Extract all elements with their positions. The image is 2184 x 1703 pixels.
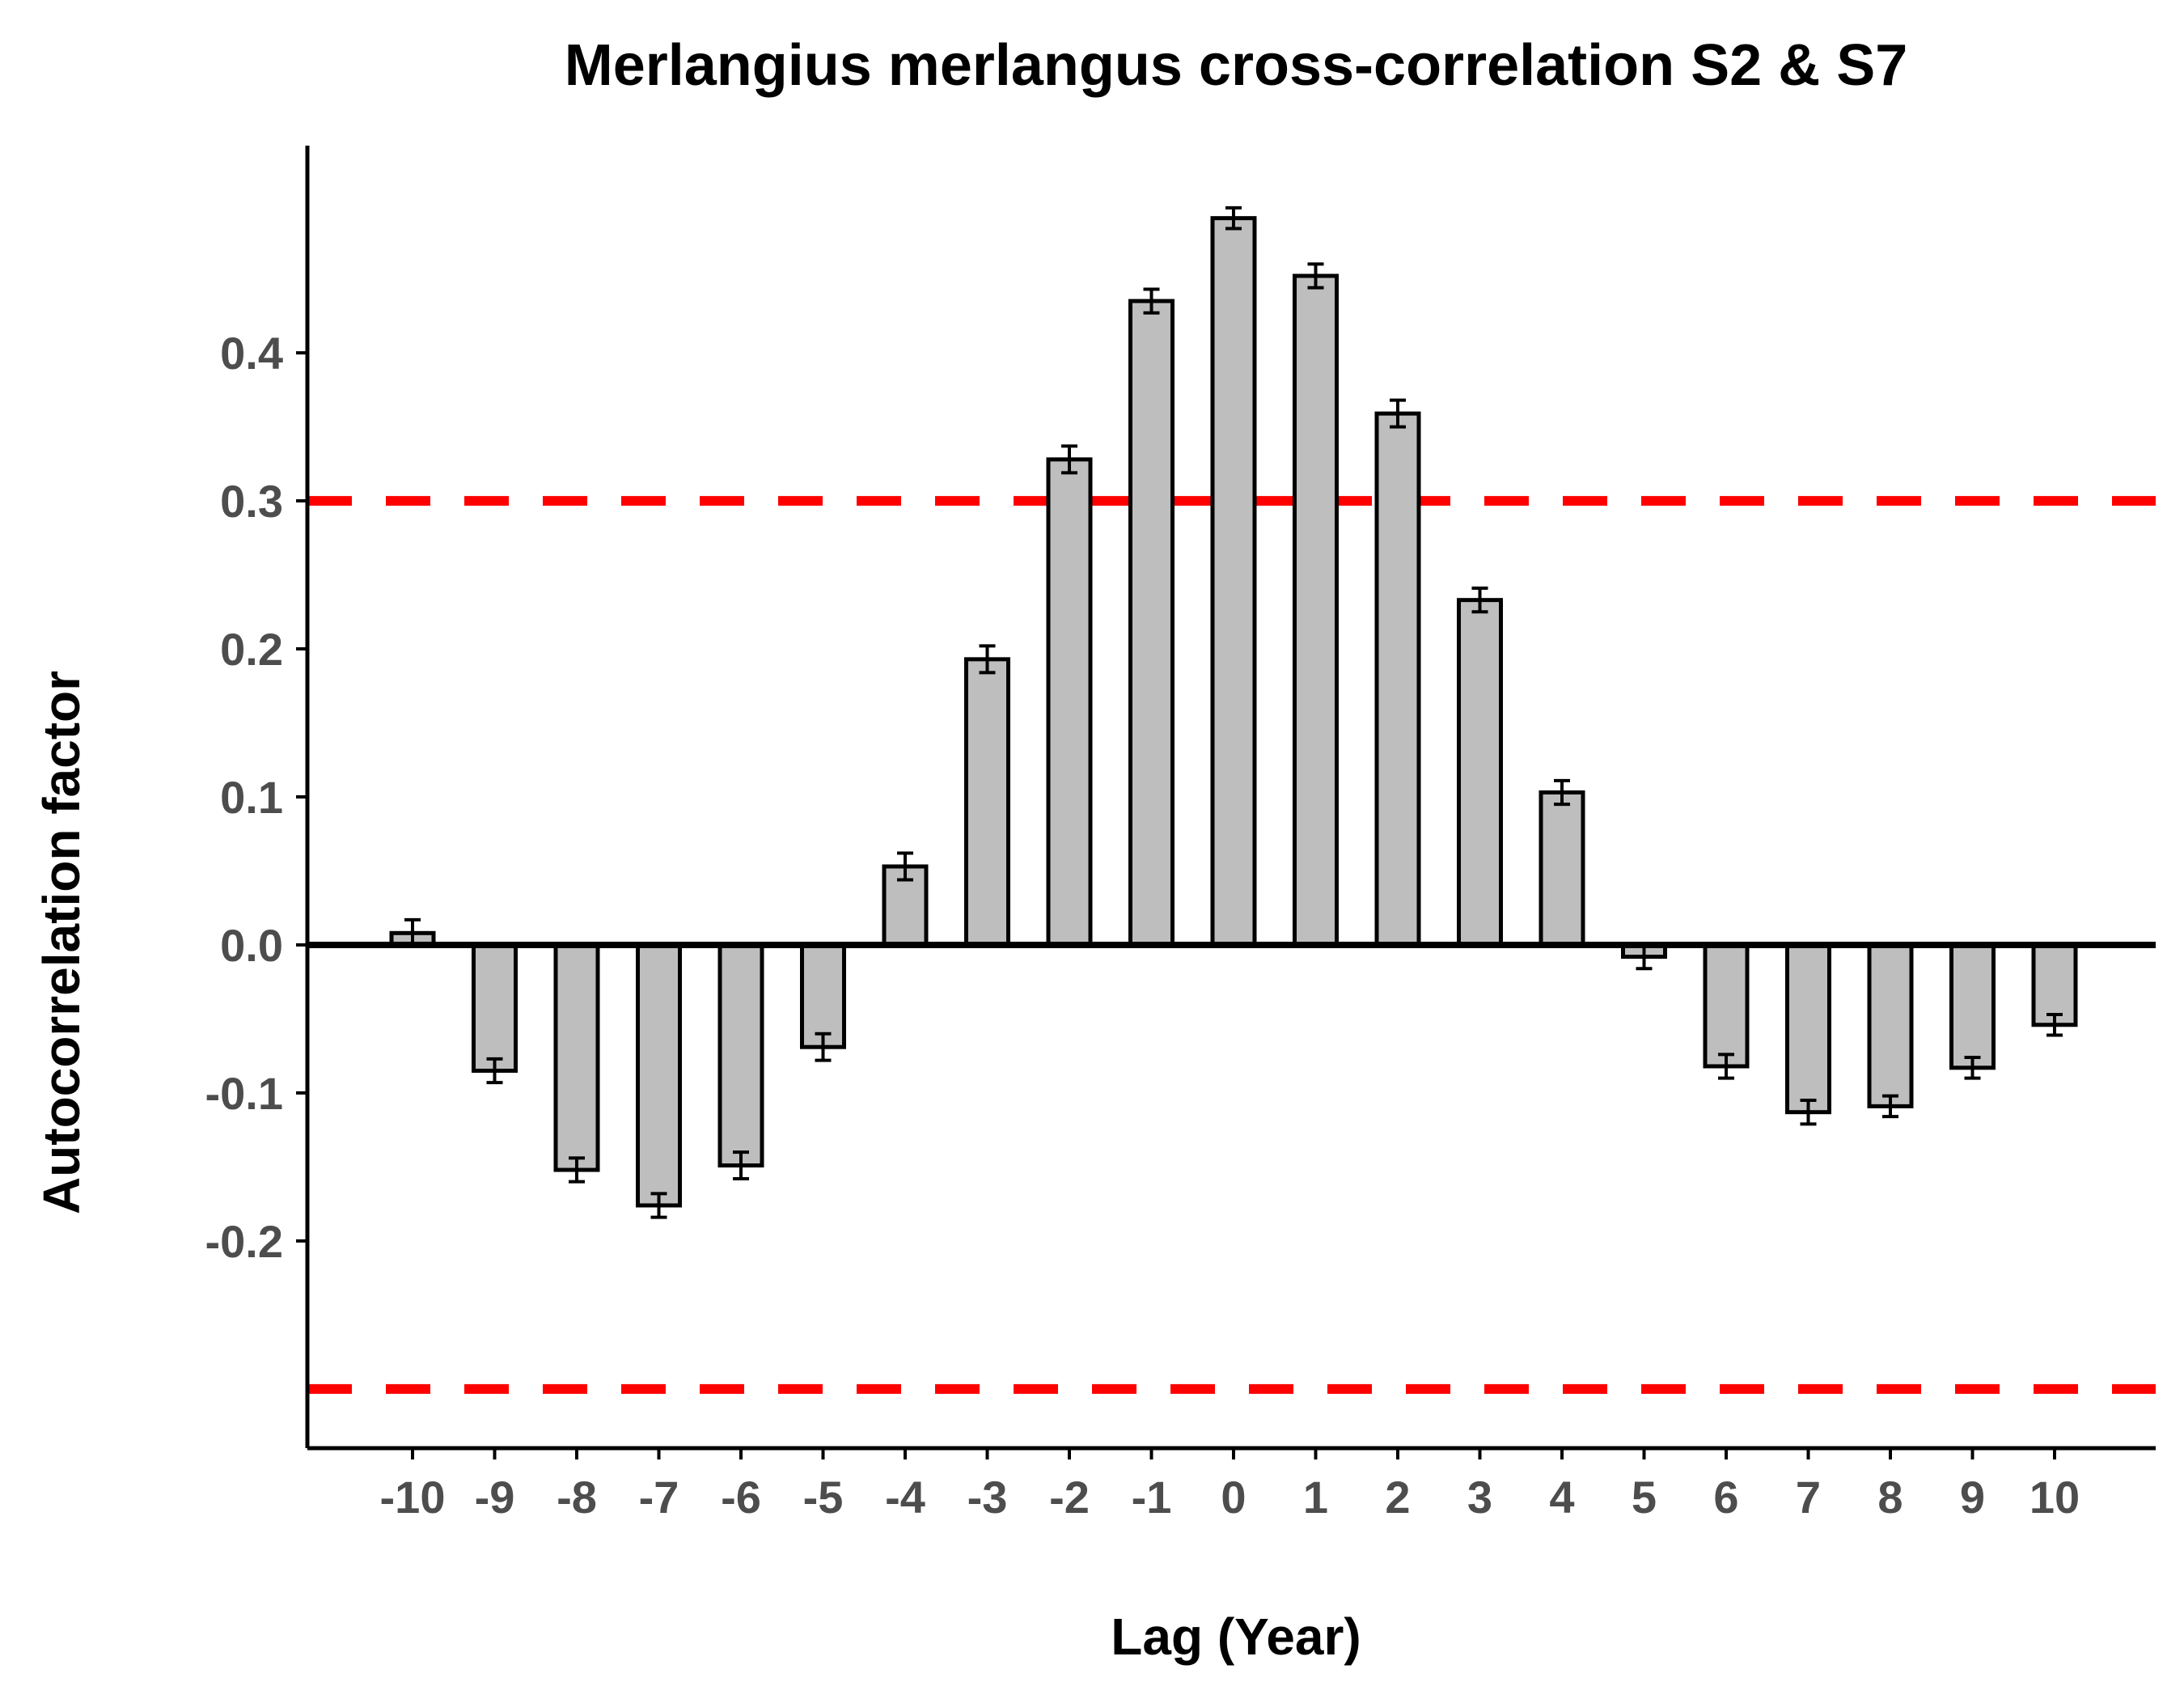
y-tick-label: 0.4 (220, 328, 283, 379)
x-tick-label: -10 (380, 1472, 446, 1523)
y-axis-label: Autocorrelation factor (32, 671, 91, 1214)
x-tick-label: -4 (885, 1472, 925, 1523)
x-axis-label: Lag (Year) (1111, 1608, 1361, 1666)
y-tick-label: 0.1 (220, 772, 283, 823)
x-tick-label: 3 (1467, 1472, 1492, 1523)
bar (800, 943, 846, 1049)
bar (553, 943, 600, 1172)
bar (1374, 411, 1421, 947)
x-tick-label: 0 (1221, 1472, 1246, 1523)
y-tick-label: -0.2 (205, 1216, 284, 1267)
bar (1210, 216, 1257, 947)
y-tick-label: 0.3 (220, 476, 283, 527)
bar (964, 657, 1010, 947)
x-tick-label: -3 (967, 1472, 1008, 1523)
bar (1293, 273, 1339, 947)
x-tick-label: 9 (1960, 1472, 1985, 1523)
bar (1457, 598, 1503, 947)
bar (1703, 943, 1750, 1069)
bar (717, 943, 764, 1168)
x-tick-label: 5 (1632, 1472, 1657, 1523)
bar (472, 943, 518, 1073)
x-tick-label: -8 (557, 1472, 597, 1523)
x-tick-label: 7 (1796, 1472, 1821, 1523)
x-tick-label: 6 (1713, 1472, 1738, 1523)
bar (1539, 790, 1585, 947)
plot-area: -0.2-0.10.00.10.20.30.4-10 -9 -8 -7 -6 -5 -4 -3… (205, 146, 2156, 1523)
bar (1785, 943, 1831, 1115)
x-tick-label: 1 (1303, 1472, 1328, 1523)
x-tick-label: -5 (803, 1472, 844, 1523)
x-tick-label: 10 (2030, 1472, 2080, 1523)
bar (1949, 943, 1996, 1070)
x-tick-label: -6 (721, 1472, 761, 1523)
x-tick-label: -7 (639, 1472, 679, 1523)
y-tick-label: 0.2 (220, 624, 283, 675)
bar (1867, 943, 1914, 1108)
bar (2031, 943, 2078, 1027)
x-tick-label: -1 (1132, 1472, 1172, 1523)
x-tick-label: 4 (1549, 1472, 1574, 1523)
x-tick-label: -9 (475, 1472, 515, 1523)
bar (1128, 299, 1175, 947)
x-tick-label: -2 (1049, 1472, 1090, 1523)
y-tick-label: -0.1 (205, 1068, 284, 1119)
bar (636, 943, 682, 1208)
bar (1046, 457, 1093, 947)
chart-title: Merlangius merlangus cross-correlation S… (565, 33, 1908, 98)
x-tick-label: 2 (1385, 1472, 1410, 1523)
y-tick-label: 0.0 (220, 920, 283, 971)
x-tick-label: 8 (1877, 1472, 1903, 1523)
